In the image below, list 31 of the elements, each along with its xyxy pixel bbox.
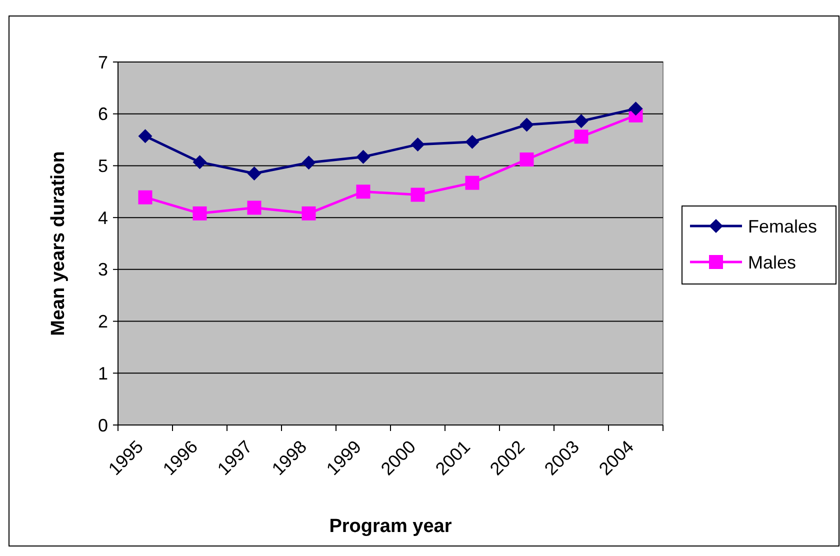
point bbox=[356, 150, 370, 164]
point bbox=[138, 190, 152, 204]
point bbox=[247, 166, 262, 180]
legend-label: Females bbox=[748, 216, 818, 236]
point bbox=[302, 156, 316, 170]
point bbox=[410, 137, 425, 152]
y-tick-label: 2 bbox=[98, 312, 108, 332]
y-tick-label: 1 bbox=[98, 363, 108, 384]
point bbox=[192, 155, 207, 170]
point bbox=[138, 129, 152, 144]
y-tick-label: 7 bbox=[98, 52, 108, 72]
y-axis-title: Mean years duration bbox=[48, 151, 69, 336]
point bbox=[356, 184, 370, 199]
point bbox=[520, 118, 534, 132]
point bbox=[628, 102, 643, 116]
point bbox=[410, 188, 425, 202]
y-tick-label: 5 bbox=[98, 156, 108, 176]
y-tick-label: 4 bbox=[98, 208, 108, 228]
x-axis-title: Program year bbox=[329, 516, 452, 537]
point bbox=[520, 152, 534, 166]
point bbox=[574, 130, 588, 144]
y-tick-label: 6 bbox=[98, 104, 108, 124]
point bbox=[247, 200, 262, 215]
point bbox=[465, 134, 480, 149]
y-tick-label: 3 bbox=[98, 260, 108, 280]
point bbox=[302, 206, 316, 220]
point bbox=[465, 176, 480, 190]
legend-label: Males bbox=[748, 252, 796, 272]
point bbox=[192, 206, 207, 220]
y-tick-label: 0 bbox=[98, 415, 108, 436]
point bbox=[574, 114, 588, 128]
